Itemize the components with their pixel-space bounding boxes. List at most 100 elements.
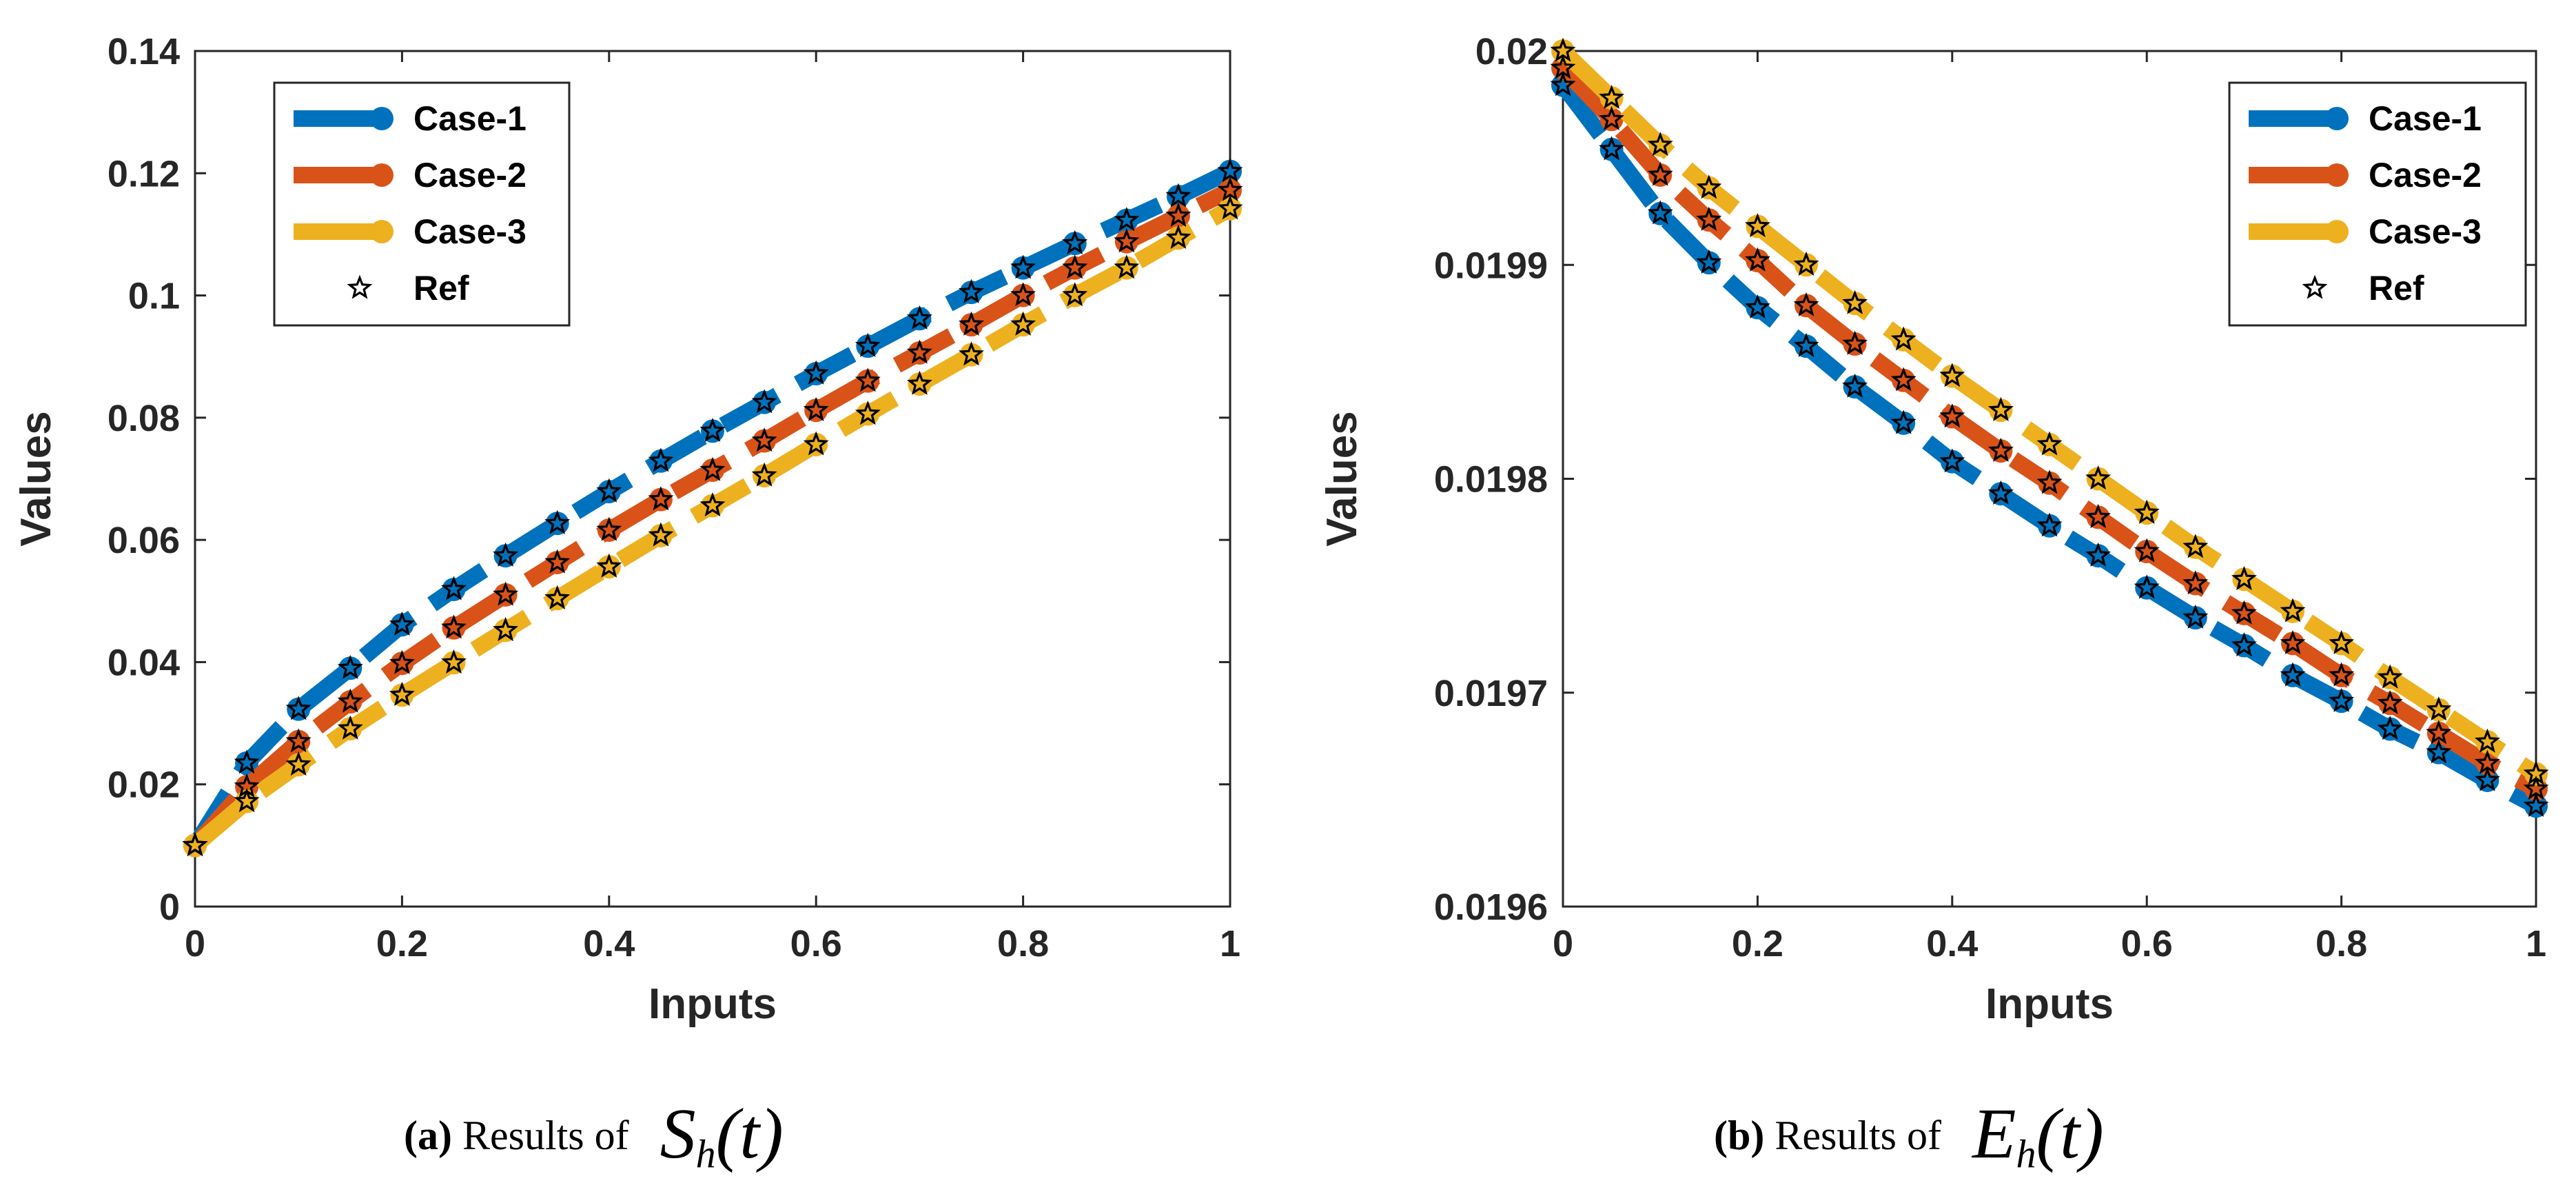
y-tick-label-b-4: 0.02 [1475, 31, 1548, 72]
legend-swatch-star-a [347, 274, 373, 299]
ref-marker-b-case-3-5 [1793, 251, 1819, 276]
ref-marker-a-case-1-7 [544, 509, 571, 534]
ref-marker-b-case-1-15 [2280, 662, 2306, 687]
ref-marker-b-case-1-1 [1599, 136, 1625, 161]
ref-marker-a-case-1-3 [337, 654, 363, 679]
ref-marker-b-case-3-14 [2231, 565, 2257, 591]
y-tick-label-a-6: 0.12 [108, 153, 180, 194]
ref-marker-a-case-3-1 [234, 788, 260, 813]
ref-marker-a-case-2-7 [544, 549, 571, 574]
ref-marker-a-case-2-3 [337, 688, 363, 713]
caption-a: (a) Results of Sh(t) [404, 1093, 784, 1177]
legend-label-b-3: Ref [2369, 269, 2424, 307]
ref-marker-a-case-1-19 [1165, 183, 1192, 208]
caption-a-symbol: S [660, 1094, 696, 1173]
ref-marker-a-case-1-12 [803, 360, 829, 385]
legend-b: Case-1 Case-2 Case-3 Ref [2228, 81, 2527, 327]
series-line-b-case-1 [1556, 80, 2540, 813]
ref-marker-a-case-2-17 [1062, 254, 1088, 279]
ref-marker-b-case-1-17 [2377, 716, 2403, 740]
ref-marker-b-case-2-8 [1939, 403, 1965, 428]
ref-marker-a-case-3-7 [544, 585, 571, 609]
ref-marker-b-case-2-5 [1793, 292, 1819, 316]
x-axis-label-a: Inputs [648, 980, 777, 1028]
x-tick-label-b-3: 0.6 [2121, 923, 2173, 964]
ref-marker-a-case-3-13 [855, 401, 881, 425]
x-tick-label-a-3: 0.6 [790, 923, 842, 964]
legend-label-b-0: Case-1 [2369, 99, 2482, 138]
caption-b-text: Results of [1775, 1113, 1942, 1158]
ref-marker-a-case-3-19 [1165, 224, 1192, 249]
y-axis-label-a: Values [12, 411, 60, 546]
legend-label-a-0: Case-1 [413, 99, 527, 138]
ref-marker-b-case-2-17 [2377, 689, 2403, 714]
ref-marker-b-case-2-19 [2474, 749, 2500, 774]
ref-marker-a-case-3-14 [906, 370, 932, 395]
ref-marker-a-case-3-2 [285, 751, 311, 776]
ref-marker-a-case-2-8 [596, 516, 622, 541]
ref-marker-a-case-1-15 [958, 279, 985, 303]
ref-marker-b-case-1-20 [2523, 792, 2549, 817]
ref-marker-b-case-1-3 [1696, 249, 1722, 274]
y-tick-label-b-3: 0.0199 [1434, 245, 1548, 286]
ref-marker-a-case-3-5 [440, 649, 467, 674]
x-tick-label-b-2: 0.4 [1926, 923, 1978, 964]
caption-b-label: (b) [1714, 1113, 1765, 1158]
legend-label-a-2: Case-3 [413, 212, 527, 251]
ref-marker-b-case-3-1 [1599, 84, 1625, 109]
legend-swatch-marker-a-2 [370, 220, 393, 243]
legend-swatch-marker-a-0 [370, 107, 393, 130]
caption-b: (b) Results of Eh(t) [1714, 1093, 2104, 1177]
ref-marker-a-case-2-15 [958, 311, 985, 336]
legend-swatch-marker-b-0 [2325, 107, 2349, 130]
y-tick-label-b-0: 0.0196 [1434, 887, 1548, 928]
x-tick-label-a-0: 0 [185, 923, 205, 964]
ref-marker-a-case-1-13 [855, 332, 881, 357]
ref-marker-a-case-3-20 [1217, 195, 1243, 220]
ref-marker-b-case-1-5 [1793, 332, 1819, 357]
ref-marker-b-case-3-15 [2280, 598, 2306, 623]
ref-marker-b-case-1-7 [1890, 410, 1916, 434]
ref-marker-b-case-3-6 [1842, 290, 1868, 314]
ref-marker-b-case-2-10 [2036, 469, 2063, 494]
caption-a-formula: Sh(t) [660, 1094, 784, 1176]
ref-marker-b-case-2-7 [1890, 367, 1916, 392]
ref-marker-b-case-3-13 [2183, 534, 2209, 558]
ref-marker-a-case-2-2 [285, 728, 311, 753]
ref-marker-a-case-1-5 [441, 576, 467, 600]
y-tick-label-a-5: 0.1 [128, 276, 180, 317]
ref-marker-b-case-2-4 [1744, 247, 1770, 272]
ref-marker-b-case-2-1 [1599, 105, 1625, 130]
ref-marker-a-case-3-16 [1010, 311, 1036, 336]
ref-marker-b-case-3-18 [2426, 696, 2452, 721]
ref-marker-a-case-3-15 [959, 341, 984, 366]
ref-marker-a-case-2-18 [1114, 228, 1140, 253]
ref-marker-a-case-3-0 [182, 832, 208, 857]
ref-marker-a-case-3-6 [493, 616, 519, 642]
legend-label-a-1: Case-2 [413, 156, 527, 194]
legend-label-b-1: Case-2 [2369, 156, 2482, 194]
ref-marker-a-case-2-10 [699, 456, 726, 481]
ref-marker-b-case-1-13 [2183, 604, 2209, 629]
caption-b-arg: (t) [2036, 1094, 2104, 1173]
ref-marker-a-case-2-16 [1010, 282, 1036, 307]
x-tick-label-b-4: 0.8 [2316, 923, 2367, 964]
ref-marker-b-case-2-15 [2280, 630, 2306, 655]
ref-marker-b-case-1-18 [2426, 739, 2452, 764]
ref-marker-b-case-3-3 [1696, 174, 1722, 199]
chart-b: 0 0.2 0.4 0.6 0.8 1 0.0196 0.0197 0.0198 0.0199 0.… [1318, 31, 2549, 1028]
ref-marker-b-case-3-8 [1939, 363, 1965, 387]
y-axis-label-b: Values [1318, 411, 1366, 546]
ref-marker-b-case-2-2 [1647, 161, 1673, 186]
caption-a-label: (a) [404, 1113, 452, 1158]
ref-marker-b-case-1-9 [1987, 480, 2014, 505]
y-tick-label-a-0: 0 [159, 887, 180, 928]
ref-marker-b-case-3-10 [2036, 431, 2063, 456]
ref-marker-a-case-1-2 [285, 696, 311, 720]
ref-marker-b-case-3-17 [2377, 664, 2403, 689]
ref-marker-a-case-1-10 [699, 418, 726, 443]
ref-marker-a-case-2-9 [648, 486, 674, 511]
ref-marker-b-case-2-11 [2085, 503, 2112, 529]
legend-swatch-marker-b-2 [2325, 220, 2349, 243]
